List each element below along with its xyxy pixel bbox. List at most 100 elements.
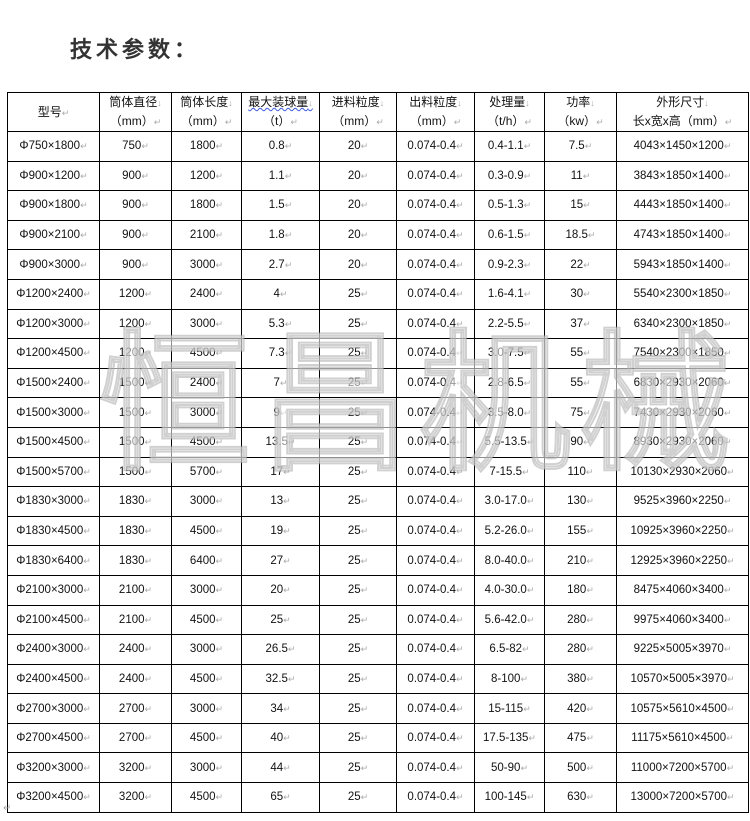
cell-value: Φ1200×2400 bbox=[16, 288, 91, 300]
table-cell: 25 bbox=[319, 574, 397, 606]
cell-value: 25 bbox=[348, 377, 368, 389]
column-header: 进料粒度 （mm） bbox=[319, 92, 397, 132]
cell-value: Φ2700×4500 bbox=[16, 732, 91, 744]
table-cell: 10575×5610×4500 bbox=[616, 693, 749, 724]
cell-value: 13.5 bbox=[266, 436, 296, 448]
cell-value: 750 bbox=[122, 140, 149, 152]
cell-value: 25 bbox=[270, 614, 290, 626]
table-cell: 11 bbox=[544, 160, 617, 192]
table-cell: 25 bbox=[319, 278, 397, 310]
column-header: 筒体长度 （mm） bbox=[171, 92, 242, 132]
cell-value: 7-15.5 bbox=[489, 466, 529, 478]
table-cell: 3843×1850×1400 bbox=[616, 160, 749, 192]
cell-value: Φ2400×4500 bbox=[16, 673, 91, 685]
cell-value: 9225×5005×3970 bbox=[634, 643, 732, 655]
table-cell: 6340×2300×1850 bbox=[616, 308, 749, 340]
table-cell: 3000 bbox=[171, 752, 242, 784]
table-cell: 3.0-17.0 bbox=[474, 486, 545, 517]
cell-value: 4500 bbox=[190, 347, 223, 359]
table-cell: 1830 bbox=[99, 545, 172, 576]
table-cell: 2100 bbox=[99, 574, 172, 606]
table-row: Φ1830×4500 1830 4500 19 25 0.074-0.4 5.2-26.0 1… bbox=[7, 515, 749, 547]
table-cell: Φ3200×3000 bbox=[7, 752, 100, 784]
cell-value: 900 bbox=[122, 170, 149, 182]
cell-value: 3.5-8.0 bbox=[488, 407, 531, 419]
table-cell: Φ1830×3000 bbox=[7, 486, 100, 517]
cell-value: Φ1200×3000 bbox=[16, 318, 91, 330]
table-cell: 5.3 bbox=[241, 308, 320, 340]
cell-value: 25 bbox=[348, 673, 368, 685]
cell-value: 0.074-0.4 bbox=[407, 436, 463, 448]
column-header-unit: （mm） bbox=[181, 114, 233, 128]
cell-value: 8-100 bbox=[491, 673, 528, 685]
table-cell: 0.074-0.4 bbox=[396, 752, 475, 784]
cell-value: 900 bbox=[122, 229, 149, 241]
cell-value: 2400 bbox=[119, 643, 152, 655]
table-cell: 1.1 bbox=[241, 160, 320, 192]
column-header-unit: （kw） bbox=[557, 114, 603, 128]
cell-value: 6.5-82 bbox=[489, 643, 529, 655]
column-header-unit: （mm） bbox=[332, 114, 384, 128]
table-cell: 7430×2930×2060 bbox=[616, 397, 749, 428]
table-cell: 4500 bbox=[171, 663, 242, 695]
cell-value: 1500 bbox=[119, 407, 152, 419]
table-cell: Φ2100×3000 bbox=[7, 574, 100, 606]
table-cell: 7540×2300×1850 bbox=[616, 338, 749, 369]
cell-value: 5943×1850×1400 bbox=[634, 259, 732, 271]
table-cell: 0.074-0.4 bbox=[396, 397, 475, 428]
table-cell: 9975×4060×3400 bbox=[616, 604, 749, 636]
cell-value: 5700 bbox=[190, 466, 223, 478]
table-cell: Φ900×1200 bbox=[7, 160, 100, 192]
cell-value: 2.7 bbox=[269, 259, 293, 271]
page-title: 技术参数： bbox=[70, 38, 201, 63]
table-cell: 2100 bbox=[99, 604, 172, 636]
cell-value: 0.074-0.4 bbox=[407, 347, 463, 359]
cell-value: 27 bbox=[270, 555, 290, 567]
cell-value: 13000×7200×5700 bbox=[630, 791, 734, 803]
table-cell: 25 bbox=[319, 693, 397, 724]
spec-table: 型号 筒体直径 （mm） 筒体长度 （mm） 最大装球量 （t） 进料粒度 （mm） 出料粒度 （m… bbox=[7, 92, 749, 813]
column-header: 筒体直径 （mm） bbox=[99, 92, 172, 132]
cell-value: 11 bbox=[571, 170, 591, 182]
table-cell: 500 bbox=[544, 752, 617, 784]
table-cell: 5943×1850×1400 bbox=[616, 249, 749, 280]
cell-value: 30 bbox=[570, 288, 590, 300]
cell-value: Φ2700×3000 bbox=[16, 703, 91, 715]
table-row: Φ900×1800 900 1800 1.5 20 0.074-0.4 0.5-1.3 15 4… bbox=[7, 190, 749, 221]
table-cell: 25 bbox=[319, 634, 397, 665]
cell-value: 1200 bbox=[190, 170, 223, 182]
cell-value: 155 bbox=[567, 525, 594, 537]
cell-value: 22 bbox=[570, 259, 590, 271]
column-header-title: 进料粒度 bbox=[332, 95, 385, 109]
table-cell: 1830 bbox=[99, 515, 172, 547]
table-cell: 1200 bbox=[99, 308, 172, 340]
table-cell: 4 bbox=[241, 278, 320, 310]
table-cell: 900 bbox=[99, 190, 172, 221]
table-cell: 3.5-8.0 bbox=[474, 397, 545, 428]
table-cell: 4500 bbox=[171, 338, 242, 369]
cell-value: 8930×2930×2060 bbox=[634, 436, 732, 448]
cell-value: Φ2100×3000 bbox=[16, 584, 91, 596]
table-cell: 3000 bbox=[171, 486, 242, 517]
table-cell: 0.074-0.4 bbox=[396, 131, 475, 162]
cell-value: 25 bbox=[348, 436, 368, 448]
table-cell: 5.2-26.0 bbox=[474, 515, 545, 547]
table-cell: 32.5 bbox=[241, 663, 320, 695]
cell-value: 475 bbox=[567, 732, 594, 744]
table-cell: 44 bbox=[241, 752, 320, 784]
cell-value: Φ1200×4500 bbox=[16, 347, 91, 359]
table-row: Φ2100×3000 2100 3000 20 25 0.074-0.4 4.0-30.0 1… bbox=[7, 574, 749, 606]
table-cell: 18.5 bbox=[544, 219, 617, 251]
cell-value: 0.074-0.4 bbox=[407, 140, 463, 152]
cell-value: 900 bbox=[122, 199, 149, 211]
table-cell: 110 bbox=[544, 456, 617, 488]
cell-value: 26.5 bbox=[266, 643, 296, 655]
cell-value: 0.3-0.9 bbox=[488, 170, 531, 182]
column-header: 外形尺寸长x宽x高（mm） bbox=[616, 92, 749, 132]
table-cell: 0.074-0.4 bbox=[396, 634, 475, 665]
table-cell: 0.5-1.3 bbox=[474, 190, 545, 221]
table-cell: 4443×1850×1400 bbox=[616, 190, 749, 221]
cell-value: 3000 bbox=[190, 762, 223, 774]
table-cell: 3000 bbox=[171, 574, 242, 606]
table-cell: 12925×3960×2250 bbox=[616, 545, 749, 576]
